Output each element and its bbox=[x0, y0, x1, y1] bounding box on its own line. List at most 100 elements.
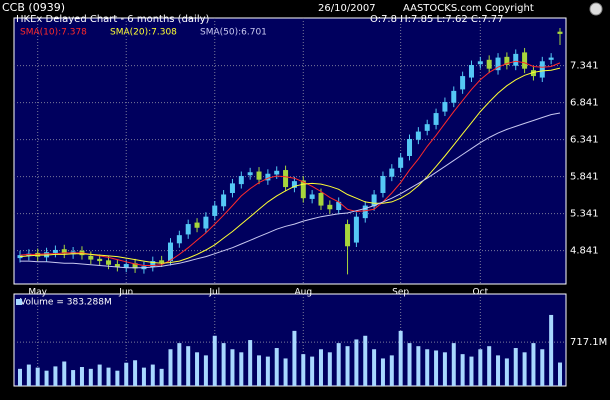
candle-body bbox=[380, 175, 386, 193]
volume-bar bbox=[168, 349, 173, 386]
volume-bar bbox=[469, 356, 474, 386]
candle-body bbox=[114, 264, 120, 267]
y-tick-label: 4.841 bbox=[570, 246, 599, 257]
candle-body bbox=[247, 172, 253, 176]
x-tick-label: Sep bbox=[392, 288, 409, 298]
volume-panel bbox=[13, 293, 567, 387]
sma-line bbox=[19, 67, 561, 264]
volume-bar bbox=[416, 346, 421, 386]
volume-bar bbox=[345, 346, 350, 386]
volume-bar bbox=[531, 343, 536, 386]
logo-icon bbox=[589, 2, 603, 16]
volume-bar bbox=[88, 368, 93, 386]
y-tick-label: 5.341 bbox=[570, 209, 599, 220]
candle-body bbox=[238, 175, 244, 185]
volume-bar bbox=[354, 339, 359, 386]
volume-bar bbox=[478, 349, 483, 386]
volume-bar bbox=[389, 355, 394, 386]
volume-legend: Volume = 383.288M bbox=[20, 298, 112, 308]
volume-bar bbox=[239, 352, 244, 386]
volume-bar bbox=[425, 349, 430, 386]
volume-bar bbox=[558, 362, 562, 386]
candle-body bbox=[486, 59, 492, 69]
volume-bar bbox=[133, 360, 138, 386]
volume-bar bbox=[141, 367, 146, 386]
candle-body bbox=[318, 192, 324, 206]
candle-body bbox=[265, 173, 271, 181]
candle-body bbox=[548, 57, 554, 60]
x-tick-label: Oct bbox=[473, 288, 489, 298]
candle-body bbox=[495, 57, 501, 71]
candle-body bbox=[256, 171, 262, 180]
volume-bar bbox=[442, 352, 447, 386]
candle-body bbox=[530, 70, 536, 77]
candle-body bbox=[362, 205, 368, 219]
legend-entry: SMA(20):7.308 bbox=[110, 28, 177, 38]
candle-body bbox=[203, 216, 209, 229]
chart-subtitle: HKEx Delayed Chart - 6 months (daily) bbox=[16, 14, 210, 25]
candle-body bbox=[477, 61, 483, 65]
volume-bar bbox=[257, 355, 262, 386]
candle-body bbox=[229, 183, 235, 193]
candle-body bbox=[123, 264, 129, 268]
candle-body bbox=[88, 255, 94, 260]
volume-bar bbox=[540, 349, 545, 386]
x-tick-label: Jun bbox=[118, 288, 133, 298]
volume-bar bbox=[230, 349, 235, 386]
volume-bar bbox=[336, 343, 341, 386]
volume-bar bbox=[212, 335, 217, 386]
x-tick-label: Aug bbox=[294, 288, 312, 298]
candle-body bbox=[424, 124, 430, 131]
candle-body bbox=[451, 90, 457, 103]
candle-body bbox=[150, 261, 156, 267]
volume-bar bbox=[487, 346, 492, 386]
candle-body bbox=[345, 224, 351, 247]
volume-bar bbox=[62, 361, 67, 386]
volume-bar bbox=[124, 362, 129, 386]
volume-bar bbox=[221, 343, 226, 386]
candle-body bbox=[283, 170, 289, 188]
volume-bar bbox=[398, 330, 403, 386]
candle-body bbox=[460, 76, 466, 90]
volume-bar bbox=[203, 355, 208, 386]
candle-body bbox=[291, 181, 297, 188]
volume-bar bbox=[186, 346, 191, 386]
candle-body bbox=[61, 249, 67, 254]
legend-entry: SMA(10):7.378 bbox=[20, 28, 87, 38]
candle-body bbox=[371, 194, 377, 207]
candle-body bbox=[539, 61, 545, 78]
candle-body bbox=[17, 255, 23, 259]
candle-body bbox=[97, 258, 103, 262]
volume-bar bbox=[26, 364, 31, 386]
candle-body bbox=[194, 222, 200, 228]
candle-body bbox=[433, 113, 439, 125]
candle-body bbox=[132, 263, 138, 269]
volume-bar bbox=[44, 370, 49, 386]
candle-body bbox=[221, 194, 227, 207]
candle-body bbox=[167, 242, 173, 262]
chart-title: CCB (0939) bbox=[2, 1, 65, 14]
candle-body bbox=[468, 64, 474, 78]
volume-bar bbox=[327, 352, 332, 386]
candle-body bbox=[327, 204, 333, 210]
candle-body bbox=[106, 260, 112, 265]
volume-bar bbox=[504, 358, 509, 386]
candle-body bbox=[513, 53, 519, 66]
candle-body bbox=[353, 216, 359, 243]
volume-bar bbox=[549, 314, 554, 386]
x-tick-label: Jul bbox=[208, 288, 220, 298]
candle-body bbox=[309, 194, 315, 199]
volume-bar bbox=[310, 356, 315, 386]
volume-bar bbox=[283, 358, 288, 386]
candle-body bbox=[274, 170, 280, 175]
y-tick-label: 6.841 bbox=[570, 98, 599, 109]
volume-bar bbox=[496, 355, 501, 386]
candle-body bbox=[159, 260, 165, 263]
volume-bar bbox=[35, 367, 40, 386]
volume-bar bbox=[79, 367, 84, 386]
candle-body bbox=[300, 180, 306, 199]
volume-bar bbox=[407, 343, 412, 386]
volume-bar bbox=[150, 364, 155, 386]
